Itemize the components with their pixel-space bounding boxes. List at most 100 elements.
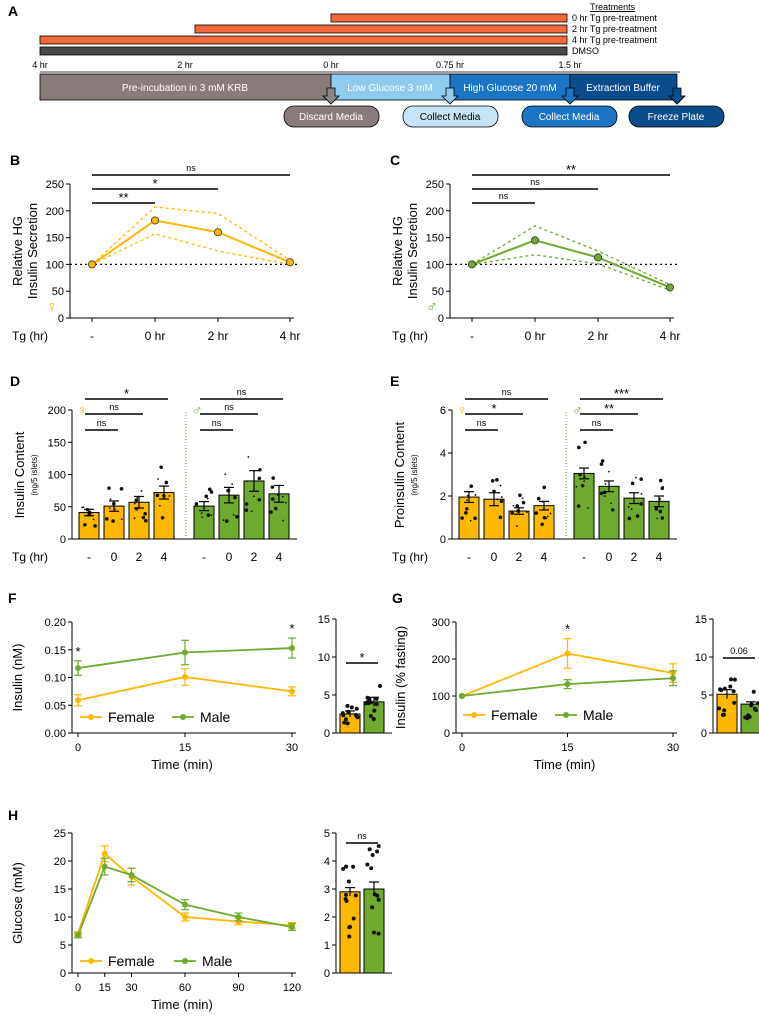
data-dot	[490, 479, 495, 483]
inset-data-dot	[349, 705, 354, 710]
data-dot	[534, 511, 539, 515]
data-point	[670, 675, 676, 682]
y-tick-label: 0.10	[45, 673, 66, 685]
y-tick-label: 0	[444, 728, 450, 740]
inset-data-dot	[731, 689, 736, 694]
data-point	[101, 850, 108, 857]
y-tick-label: 250	[46, 179, 64, 191]
inset-data-dot	[368, 713, 373, 718]
y-tick-label: 2	[324, 912, 330, 924]
data-dot	[273, 506, 278, 511]
bracket-label: ns	[499, 191, 509, 201]
data-dot	[164, 480, 169, 485]
y-axis-e: 0 2 4 6	[440, 405, 453, 546]
bracket-label: ns	[186, 163, 196, 173]
inset-data-dot	[343, 717, 348, 722]
x-axis-title: Tg (hr)	[392, 550, 428, 564]
x-tick-label: 0	[75, 742, 81, 754]
data-dot	[630, 481, 635, 486]
inset-data-dot	[370, 853, 375, 858]
inset-y-axis: 0 5 10 15	[695, 614, 714, 740]
inset-data-dot	[376, 897, 381, 902]
x-tick-label: 0	[226, 550, 233, 564]
data-dot	[82, 506, 85, 508]
y-tick-label: 15	[54, 884, 66, 896]
inset-data-dot	[752, 706, 757, 711]
data-dot	[206, 497, 209, 500]
data-dot	[276, 494, 279, 496]
y-axis-c: 0 50 100 150 200 250	[426, 179, 451, 325]
x-tick-label: 15	[179, 742, 191, 754]
data-dot	[466, 499, 468, 502]
data-dot	[469, 519, 472, 522]
y-axis-d: 0 50 100 150 200	[48, 405, 73, 546]
data-dot	[144, 518, 148, 523]
data-point	[101, 863, 108, 870]
y-tick-label: 100	[426, 259, 444, 271]
inset-data-dot	[374, 702, 379, 707]
data-dot	[546, 515, 549, 518]
x-tick-label: 0 hr	[145, 329, 166, 343]
time-tick-1-5hr: 1.5 hr	[558, 60, 581, 70]
data-dot	[473, 516, 477, 521]
y-tick-label: 6	[440, 405, 446, 417]
x-tick-label: 2 hr	[588, 329, 609, 343]
data-dot	[258, 467, 262, 472]
data-dot	[159, 465, 163, 469]
inset-bracket: *	[346, 650, 378, 665]
bracket-label: ns	[477, 418, 487, 428]
data-dot	[209, 490, 214, 494]
arrow-collect-high-icon	[561, 87, 579, 105]
legend: Female Male	[463, 707, 614, 723]
y-axis-label-b: Relative HG Insulin Secretion	[10, 203, 40, 299]
inset-data-dot	[717, 706, 722, 711]
inset-data-dot	[344, 864, 349, 869]
data-point	[467, 260, 476, 269]
x-tick-label: 0	[491, 550, 498, 564]
legend-marker	[88, 958, 94, 964]
action-label-discard: Discard Media	[299, 112, 363, 123]
inset-bracket: ns	[346, 831, 378, 844]
data-dot	[120, 518, 123, 521]
data-dot	[204, 494, 209, 499]
x-tick-label: 2	[136, 550, 143, 564]
data-dot	[282, 519, 285, 522]
y-tick-label: 0	[60, 534, 66, 546]
data-point	[564, 681, 571, 688]
phase-label-extraction: Extraction Buffer	[586, 83, 660, 94]
y-tick-label: 0	[438, 313, 444, 325]
y-tick-label: 0	[324, 968, 330, 980]
y-tick-label: 3	[324, 884, 330, 896]
significance-bracket: ns	[85, 418, 118, 431]
action-collect-media-low	[402, 105, 499, 128]
action-label-collect-low: Collect Media	[420, 112, 481, 123]
data-dot	[500, 496, 503, 498]
panel-letter-b: B	[10, 152, 20, 168]
panel-letter-f: F	[8, 590, 17, 606]
y-axis-label-line: Insulin (% fasting)	[393, 626, 408, 729]
y-tick-label: 150	[48, 437, 66, 449]
data-dot	[576, 504, 581, 508]
treatment-label-4hr: 4 hr Tg pre-treatment	[572, 35, 657, 45]
x-tick-label: -	[467, 550, 471, 564]
sex-symbol: ♀	[46, 299, 58, 316]
phase-extraction	[569, 73, 678, 101]
data-dot	[206, 513, 211, 517]
inset-bar	[339, 891, 361, 974]
inset-data-dot	[732, 677, 737, 682]
inset-data-dot	[368, 700, 373, 705]
inset-data-dot	[370, 905, 375, 910]
y-tick-label: 0	[440, 534, 446, 546]
inset-data-dot	[340, 711, 345, 716]
bracket-label: **	[118, 190, 128, 205]
treatments-title: Treatments	[590, 2, 636, 12]
inset-data-dot	[377, 684, 382, 689]
significance-bracket: ns	[200, 402, 258, 415]
sex-symbol: ♂	[192, 402, 203, 418]
data-dot	[232, 513, 235, 516]
significance-star: *	[289, 621, 294, 636]
data-dot	[250, 510, 253, 513]
inset-data-dot	[355, 715, 360, 720]
data-point	[75, 665, 81, 672]
